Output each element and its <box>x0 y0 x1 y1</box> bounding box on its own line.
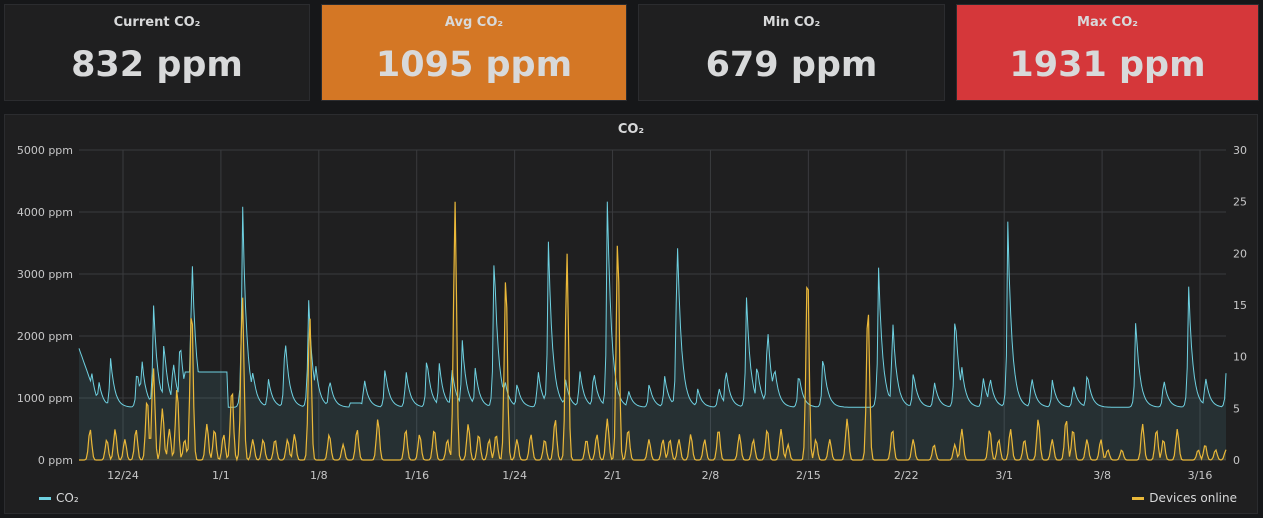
y-tick-right: 20 <box>1233 247 1247 260</box>
y-tick-left: 4000 ppm <box>17 206 73 219</box>
stat-max-co2[interactable]: Max CO₂ 1931 ppm <box>956 4 1259 101</box>
devices-line <box>79 201 1227 462</box>
y-tick-left: 3000 ppm <box>17 268 73 281</box>
x-tick-label: 12/24 <box>107 469 139 482</box>
co2-area <box>79 201 1226 460</box>
panel-title: CO₂ <box>617 122 645 137</box>
legend-co2[interactable]: CO₂ <box>39 491 79 505</box>
x-tick-label: 1/24 <box>502 469 527 482</box>
x-tick-label: 2/1 <box>604 469 622 482</box>
co2-graph-panel[interactable]: CO₂ 0 ppm 1000 ppm 2000 ppm 3000 ppm 4000 pp… <box>4 114 1258 514</box>
legend-label-devices: Devices online <box>1149 491 1237 505</box>
y-tick-right: 5 <box>1233 402 1240 415</box>
stat-value: 1931 ppm <box>1009 45 1206 85</box>
stat-title: Min CO₂ <box>762 15 821 30</box>
y-tick-left: 1000 ppm <box>17 392 73 405</box>
legend-label-co2: CO₂ <box>56 491 79 505</box>
stat-current-co2[interactable]: Current CO₂ 832 ppm <box>4 4 310 101</box>
x-tick-label: 2/15 <box>796 469 821 482</box>
legend-devices[interactable]: Devices online <box>1132 491 1237 505</box>
co2-chart[interactable]: 0 ppm 1000 ppm 2000 ppm 3000 ppm 4000 ppm 500… <box>5 115 1259 515</box>
x-tick-label: 2/22 <box>894 469 919 482</box>
legend-swatch-devices <box>1132 496 1145 500</box>
x-tick-label: 3/8 <box>1093 469 1111 482</box>
x-tick-label: 1/16 <box>404 469 429 482</box>
x-tick-label: 3/16 <box>1188 469 1213 482</box>
stat-value: 679 ppm <box>705 45 878 85</box>
x-tick-label: 2/8 <box>702 469 720 482</box>
stat-min-co2[interactable]: Min CO₂ 679 ppm <box>638 4 945 101</box>
stat-title: Current CO₂ <box>113 15 201 30</box>
y-tick-right: 25 <box>1233 196 1247 209</box>
y-tick-right: 10 <box>1233 351 1247 364</box>
y-tick-right: 30 <box>1233 144 1247 157</box>
co2-line <box>78 201 1227 408</box>
stat-title: Avg CO₂ <box>444 15 504 30</box>
stat-avg-co2[interactable]: Avg CO₂ 1095 ppm <box>321 4 627 101</box>
x-tick-label: 1/8 <box>310 469 328 482</box>
legend-swatch-co2 <box>39 496 51 500</box>
y-tick-left: 0 ppm <box>38 454 73 467</box>
stat-value: 832 ppm <box>71 45 243 85</box>
devices-area <box>79 201 1226 460</box>
stat-value: 1095 ppm <box>375 45 573 85</box>
x-tick-label: 3/1 <box>995 469 1013 482</box>
y-tick-right: 0 <box>1233 454 1240 467</box>
x-tick-label: 1/1 <box>212 469 230 482</box>
y-tick-left: 2000 ppm <box>17 330 73 343</box>
y-tick-right: 15 <box>1233 299 1247 312</box>
y-tick-left: 5000 ppm <box>17 144 73 157</box>
stat-title: Max CO₂ <box>1077 15 1138 30</box>
